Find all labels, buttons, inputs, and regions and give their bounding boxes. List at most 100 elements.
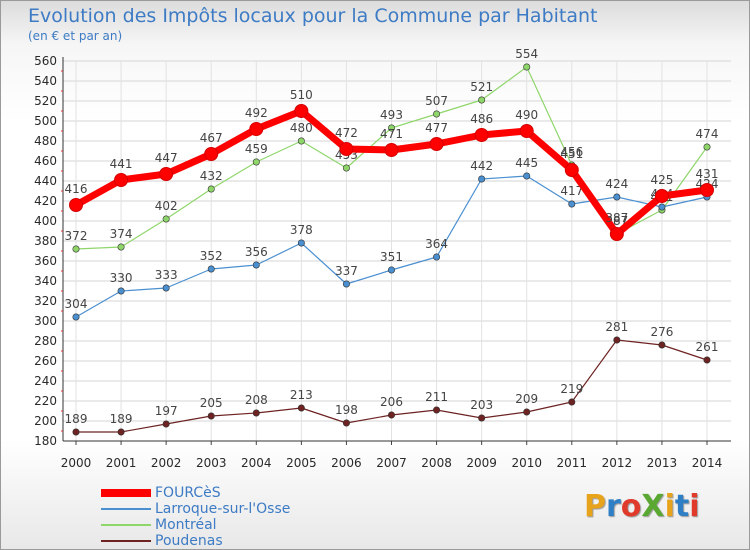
data-label: 206 bbox=[380, 395, 403, 409]
proxiti-logo: ProXiti bbox=[584, 489, 700, 524]
legend-label: Montréal bbox=[155, 517, 217, 533]
y-tick-label: 560 bbox=[34, 54, 57, 68]
data-point bbox=[387, 124, 395, 132]
data-label: 507 bbox=[425, 94, 448, 108]
data-label: 189 bbox=[110, 412, 133, 426]
data-point bbox=[207, 185, 215, 193]
data-point bbox=[162, 284, 170, 292]
y-tick-label: 500 bbox=[34, 114, 57, 128]
data-point bbox=[387, 266, 395, 274]
data-point bbox=[523, 63, 531, 71]
data-label: 471 bbox=[380, 127, 403, 141]
data-point bbox=[162, 420, 170, 428]
data-label: 337 bbox=[335, 264, 358, 278]
data-label: 447 bbox=[155, 151, 178, 165]
data-label: 356 bbox=[245, 245, 268, 259]
data-point bbox=[474, 128, 489, 142]
legend-swatch bbox=[101, 540, 151, 542]
data-point bbox=[294, 104, 309, 118]
data-point bbox=[658, 341, 666, 349]
y-tick-label: 300 bbox=[34, 314, 57, 328]
data-point bbox=[568, 200, 576, 208]
data-point bbox=[207, 265, 215, 273]
x-tick-label: 2000 bbox=[61, 456, 92, 470]
data-point bbox=[339, 142, 354, 156]
legend-label: Larroque-sur-l'Osse bbox=[155, 501, 291, 517]
x-tick-label: 2006 bbox=[331, 456, 362, 470]
data-point bbox=[613, 193, 621, 201]
x-tick-label: 2004 bbox=[241, 456, 272, 470]
data-label: 451 bbox=[560, 147, 583, 161]
data-point bbox=[387, 411, 395, 419]
data-label: 425 bbox=[650, 173, 673, 187]
x-tick-label: 2008 bbox=[421, 456, 452, 470]
data-label: 477 bbox=[425, 121, 448, 135]
chart-subtitle: (en € et par an) bbox=[28, 29, 123, 43]
data-point bbox=[114, 173, 129, 187]
data-point bbox=[159, 167, 174, 181]
data-point bbox=[433, 406, 441, 414]
data-label: 197 bbox=[155, 404, 178, 418]
data-label: 459 bbox=[245, 142, 268, 156]
data-point bbox=[703, 356, 711, 364]
x-tick-label: 2007 bbox=[376, 456, 407, 470]
data-label: 189 bbox=[65, 412, 88, 426]
data-point bbox=[207, 412, 215, 420]
y-tick-label: 240 bbox=[34, 374, 57, 388]
legend-item: Poudenas bbox=[101, 533, 361, 549]
data-point bbox=[523, 172, 531, 180]
data-label: 276 bbox=[650, 325, 673, 339]
data-point bbox=[252, 261, 260, 269]
data-label: 333 bbox=[155, 268, 178, 282]
data-label: 351 bbox=[380, 250, 403, 264]
data-label: 364 bbox=[425, 237, 448, 251]
y-tick-label: 180 bbox=[34, 434, 57, 448]
y-tick-label: 380 bbox=[34, 234, 57, 248]
y-tick-label: 320 bbox=[34, 294, 57, 308]
data-label: 432 bbox=[200, 169, 223, 183]
y-tick-label: 260 bbox=[34, 354, 57, 368]
data-point bbox=[297, 404, 305, 412]
legend-swatch bbox=[101, 508, 151, 510]
data-label: 205 bbox=[200, 396, 223, 410]
x-tick-label: 2013 bbox=[647, 456, 678, 470]
data-label: 213 bbox=[290, 388, 313, 402]
legend-item: Montréal bbox=[101, 517, 361, 533]
data-point bbox=[252, 158, 260, 166]
data-point bbox=[117, 428, 125, 436]
data-label: 445 bbox=[515, 156, 538, 170]
data-label: 304 bbox=[65, 297, 88, 311]
data-point bbox=[478, 414, 486, 422]
data-point bbox=[297, 137, 305, 145]
data-point bbox=[658, 203, 666, 211]
data-label: 387 bbox=[605, 211, 628, 225]
data-label: 554 bbox=[515, 47, 538, 61]
data-label: 417 bbox=[560, 184, 583, 198]
legend-item: Larroque-sur-l'Osse bbox=[101, 501, 361, 517]
data-point bbox=[523, 408, 531, 416]
data-label: 374 bbox=[110, 227, 133, 241]
data-label: 372 bbox=[65, 229, 88, 243]
data-label: 330 bbox=[110, 271, 133, 285]
y-tick-label: 440 bbox=[34, 174, 57, 188]
data-label: 480 bbox=[290, 121, 313, 135]
data-point bbox=[703, 143, 711, 151]
data-label: 510 bbox=[290, 88, 313, 102]
data-point bbox=[249, 122, 264, 136]
data-point bbox=[609, 227, 624, 241]
data-label: 352 bbox=[200, 249, 223, 263]
data-point bbox=[433, 253, 441, 261]
data-label: 416 bbox=[65, 182, 88, 196]
data-label: 442 bbox=[470, 159, 493, 173]
data-label: 378 bbox=[290, 223, 313, 237]
data-label: 456 bbox=[560, 145, 583, 159]
data-label: 431 bbox=[696, 167, 719, 181]
x-tick-label: 2010 bbox=[511, 456, 542, 470]
data-label: 208 bbox=[245, 393, 268, 407]
x-tick-label: 2002 bbox=[151, 456, 182, 470]
data-label: 209 bbox=[515, 392, 538, 406]
data-label: 261 bbox=[696, 340, 719, 354]
x-tick-label: 2012 bbox=[602, 456, 633, 470]
data-point bbox=[384, 143, 399, 157]
